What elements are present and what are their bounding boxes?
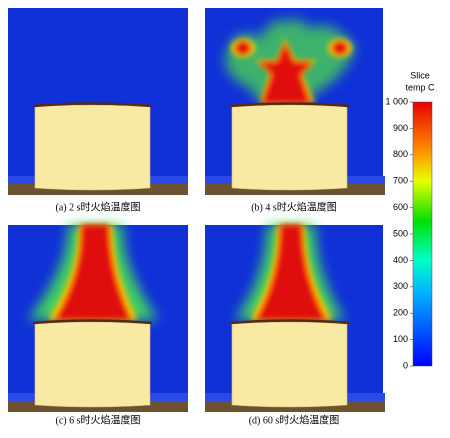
colorbar-tick-label: 900 (393, 123, 408, 133)
colorbar-tick-label: 400 (393, 255, 408, 265)
colorbar-tick-label: 500 (393, 228, 408, 238)
colorbar: Slice temp C 0 100 200 300 400 500 600 700 800 90… (385, 70, 435, 370)
colorbar-tick-label: 200 (393, 308, 408, 318)
colorbar-tick-label: 100 (393, 334, 408, 344)
colorbar-tick-label: 800 (393, 149, 408, 159)
panel-a (6, 8, 190, 197)
colorbar-tick-label: 300 (393, 281, 408, 291)
colorbar-unit: temp C (405, 82, 435, 92)
caption: (d) 60 s时火焰温度图 (249, 413, 340, 426)
colorbar-title: Slice (410, 70, 430, 80)
colorbar-scale (412, 101, 433, 367)
colorbar-tick-label: 700 (393, 176, 408, 186)
panel-d (203, 225, 387, 414)
colorbar-tick-label: 1 000 (385, 96, 408, 106)
caption: (c) 6 s时火焰温度图 (56, 413, 141, 426)
colorbar-tick-label: 0 (403, 360, 408, 370)
caption: (a) 2 s时火焰温度图 (56, 200, 141, 213)
colorbar-tick-label: 600 (393, 202, 408, 212)
panel-c (6, 225, 190, 414)
panel-b (203, 8, 387, 197)
caption: (b) 4 s时火焰温度图 (251, 200, 337, 213)
